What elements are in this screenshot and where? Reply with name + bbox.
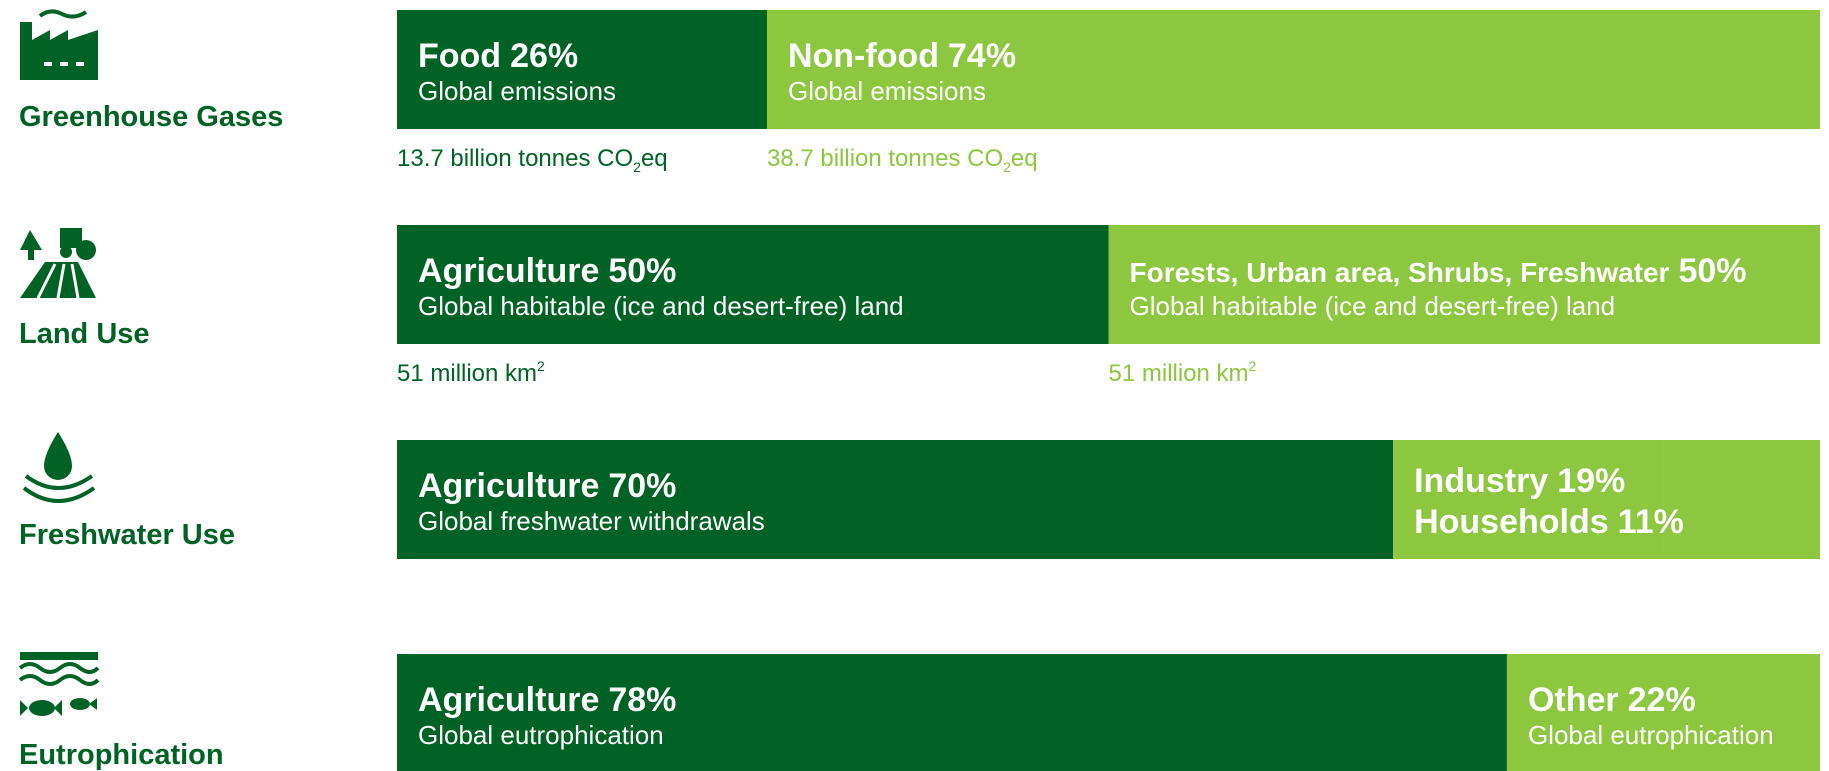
segment-value: 70% <box>608 467 676 505</box>
segment-note: 51 million km2 <box>1109 358 1257 387</box>
bar-segment <box>1663 440 1820 559</box>
segment-title: Agriculture 78% <box>418 681 676 719</box>
segment-note: 51 million km2 <box>397 358 545 387</box>
segment-subtitle: Global habitable (ice and desert-free) l… <box>1130 291 1616 321</box>
segment-name: Agriculture <box>418 252 599 290</box>
bar-segment <box>397 440 1394 559</box>
row-label: Land Use <box>19 318 150 350</box>
segment-subtitle: Global emissions <box>418 76 616 106</box>
land-icon <box>20 228 96 299</box>
segment-name: Households <box>1414 503 1609 541</box>
bar-segment <box>1393 440 1664 559</box>
note-text: 51 million km <box>397 360 537 387</box>
segment-value: 50% <box>608 252 676 290</box>
note-tail: eq <box>1011 145 1038 172</box>
segment-note: 38.7 billion tonnes CO2eq <box>767 145 1038 175</box>
bar-segment <box>397 225 1109 344</box>
segment-title: Households 11% <box>1414 503 1684 541</box>
segment-value: 74% <box>948 37 1016 75</box>
row-label: Greenhouse Gases <box>19 101 283 133</box>
bar-segment <box>1506 654 1820 771</box>
segment-name: Forests, Urban area, Shrubs, Freshwater <box>1130 257 1670 288</box>
segment-value: 11% <box>1618 503 1684 541</box>
icons <box>18 9 100 716</box>
segment-name: Agriculture <box>418 467 599 505</box>
segment-subtitle: Global freshwater withdrawals <box>418 506 765 536</box>
segment-subtitle: Global eutrophication <box>1528 720 1774 750</box>
bar-segment <box>397 10 767 129</box>
segment-title: Non-food 74% <box>788 37 1016 75</box>
segment-value: 19% <box>1557 462 1625 500</box>
note-subscript: 2 <box>1003 159 1011 175</box>
segment-subtitle: Global emissions <box>788 76 986 106</box>
eutrophication-icon <box>18 652 100 716</box>
segment-value: 26% <box>510 37 578 75</box>
segment-note: 13.7 billion tonnes CO2eq <box>397 145 668 175</box>
note-superscript: 2 <box>1249 358 1257 374</box>
note-superscript: 2 <box>537 358 545 374</box>
segment-name: Non-food <box>788 37 939 75</box>
segment-value: 50% <box>1678 252 1746 290</box>
segment-name: Other <box>1528 681 1619 719</box>
segment-value: 78% <box>608 681 676 719</box>
row-label: Freshwater Use <box>19 519 235 551</box>
bar-segment <box>1108 225 1820 344</box>
note-text: 51 million km <box>1109 360 1249 387</box>
segment-title: Food 26% <box>418 37 578 75</box>
segment-title: Industry 19% <box>1414 462 1625 500</box>
segment-title: Forests, Urban area, Shrubs, Freshwater 5… <box>1130 252 1747 290</box>
water-icon <box>22 432 96 503</box>
factory-icon <box>20 9 98 80</box>
note-tail: eq <box>641 145 668 172</box>
segment-title: Other 22% <box>1528 681 1696 719</box>
row-label: Eutrophication <box>19 739 224 771</box>
segment-subtitle: Global eutrophication <box>418 720 664 750</box>
segment-name: Food <box>418 37 501 75</box>
bar-segment <box>397 654 1507 771</box>
segment-value: 22% <box>1628 681 1696 719</box>
segment-title: Agriculture 70% <box>418 467 676 505</box>
note-text: 13.7 billion tonnes CO <box>397 145 633 172</box>
segment-name: Industry <box>1414 462 1548 500</box>
segment-name: Agriculture <box>418 681 599 719</box>
segment-subtitle: Global habitable (ice and desert-free) l… <box>418 291 904 321</box>
note-subscript: 2 <box>633 159 641 175</box>
segment-title: Agriculture 50% <box>418 252 676 290</box>
note-text: 38.7 billion tonnes CO <box>767 145 1003 172</box>
bar-segment <box>766 10 1820 129</box>
